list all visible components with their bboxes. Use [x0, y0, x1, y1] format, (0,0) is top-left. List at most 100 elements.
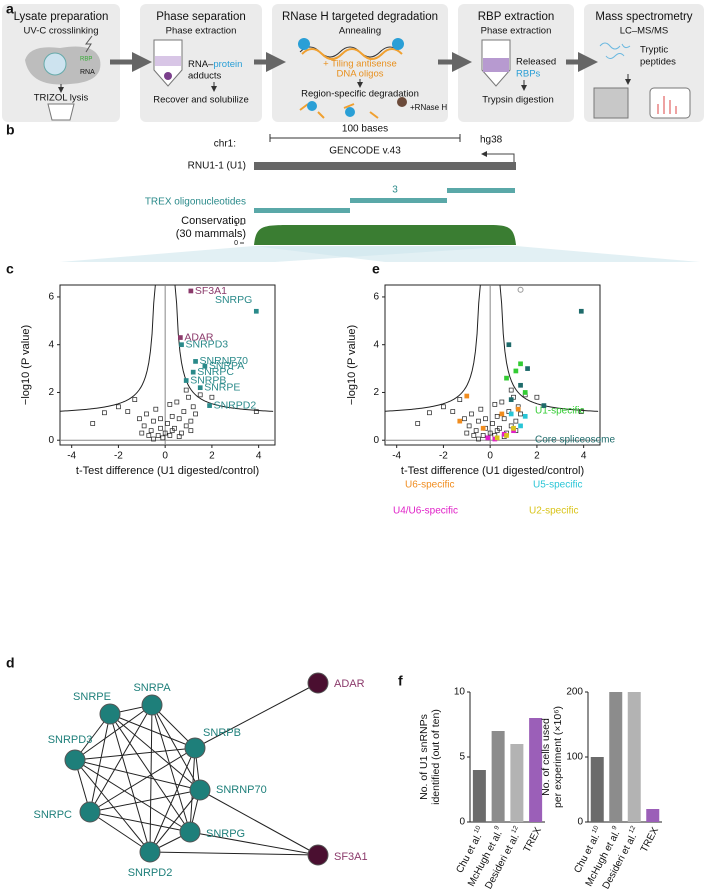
- point: [506, 342, 512, 348]
- network-edge: [199, 789, 319, 856]
- point-label: SNRPA: [209, 360, 244, 372]
- network-edge: [149, 747, 196, 853]
- x-tick-label: TREX: [638, 825, 660, 854]
- point: [141, 423, 147, 429]
- point: [153, 406, 159, 412]
- category-label: Core spliceosome: [535, 435, 615, 446]
- point: [522, 390, 528, 395]
- category-label: U2-specific: [529, 506, 578, 517]
- panel-label: a: [6, 1, 14, 17]
- point: [501, 416, 507, 422]
- step-note: DNA oligos: [337, 69, 384, 80]
- point: [253, 308, 259, 314]
- step-subtitle: LC–MS/MS: [620, 26, 669, 37]
- oligo-bar: [447, 188, 515, 193]
- point: [578, 308, 584, 314]
- point: [178, 335, 183, 340]
- threshold-curve: [60, 284, 156, 412]
- point: [480, 425, 486, 431]
- y-tick-label: 6: [373, 292, 379, 303]
- threshold-curve: [499, 284, 599, 412]
- point: [508, 397, 514, 402]
- oligo-bar: [350, 198, 447, 203]
- panel-labels: a b c d e f: [6, 1, 403, 689]
- phase-layer: [155, 56, 181, 66]
- category-ref: 10: [473, 824, 483, 834]
- category-name: TREX: [521, 825, 543, 854]
- step-note: Trypsin digestion: [482, 95, 553, 106]
- point: [197, 385, 203, 391]
- point: [473, 428, 479, 434]
- x-tick-label: 2: [209, 451, 215, 462]
- point: [144, 411, 149, 417]
- step-box: [140, 4, 262, 122]
- network-node: [307, 672, 329, 694]
- y-axis-title: No. of cells used: [540, 718, 552, 796]
- point: [518, 361, 523, 367]
- bar: [529, 718, 543, 822]
- spectrum-peaks: [657, 96, 677, 114]
- phase-layer: [483, 58, 509, 72]
- uv-icon: [85, 35, 93, 53]
- bar: [491, 731, 505, 822]
- point: [102, 410, 107, 416]
- y-tick-label: 0: [459, 817, 465, 828]
- step-note: + Tiling antisense: [323, 59, 397, 70]
- category-ref: 12: [510, 824, 520, 834]
- point: [466, 423, 472, 429]
- gene-bar: [254, 162, 516, 170]
- point: [193, 359, 198, 364]
- point: [518, 411, 523, 417]
- category-ref: 12: [627, 824, 637, 834]
- y-tick-label: 5: [459, 752, 465, 763]
- point: [494, 428, 500, 434]
- category-name: TREX: [638, 825, 660, 854]
- point: [427, 410, 432, 416]
- point: [158, 425, 163, 431]
- point: [160, 435, 166, 441]
- point: [190, 369, 196, 375]
- y-tick-label: 100: [566, 752, 583, 763]
- point: [450, 409, 456, 414]
- point: [462, 416, 467, 422]
- x-axis-title: t-Test difference (U1 digested/control): [401, 465, 584, 477]
- point: [151, 436, 156, 442]
- point: [90, 421, 96, 426]
- node-label: SNRPB: [203, 727, 241, 739]
- panel-label: c: [6, 261, 14, 277]
- point: [518, 382, 523, 388]
- network-node: [64, 749, 86, 771]
- network-edge: [89, 704, 153, 813]
- point: [492, 402, 498, 407]
- y-tick-label: 4: [48, 339, 54, 350]
- step-subtitle: Phase extraction: [166, 26, 237, 37]
- step-note: Tryptic: [640, 45, 668, 56]
- plot-frame: [59, 284, 276, 446]
- y-axis-title: No. of U1 snRNPs: [418, 714, 430, 800]
- y-tick-label: 2: [373, 387, 379, 398]
- y-tick-label: 2: [48, 387, 54, 398]
- x-tick-label: 4: [581, 451, 587, 462]
- category-label: U5-specific: [533, 480, 582, 491]
- y-axis-title: identified (out of ten): [430, 709, 442, 805]
- point: [167, 402, 173, 407]
- point: [137, 416, 142, 422]
- y-axis-title: −log10 (P value): [346, 325, 358, 405]
- step-subtitle: UV-C crosslinking: [24, 26, 99, 37]
- rnaseh-icon: [397, 97, 407, 107]
- node-label: ADAR: [334, 678, 365, 690]
- point: [188, 288, 194, 294]
- point: [513, 418, 519, 424]
- point: [478, 406, 484, 412]
- network-edge: [74, 759, 191, 833]
- point: [485, 435, 491, 441]
- network-edge: [149, 789, 201, 853]
- point: [183, 387, 189, 393]
- point-label: SNRPC: [197, 366, 234, 378]
- point: [578, 409, 584, 414]
- oligo-icon: [301, 48, 403, 60]
- bar: [472, 770, 486, 822]
- point: [146, 433, 152, 438]
- tube-icon: [47, 103, 75, 121]
- bar: [510, 744, 524, 822]
